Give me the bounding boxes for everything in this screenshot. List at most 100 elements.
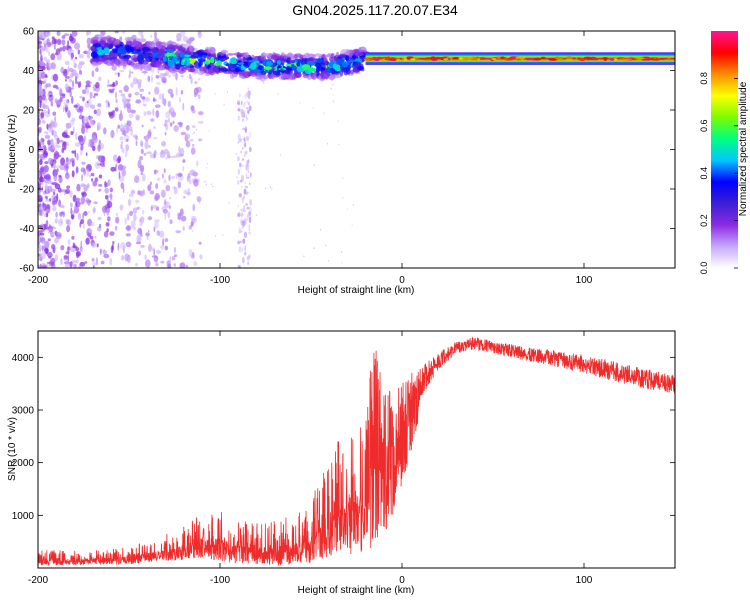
tone-speckle: [268, 70, 272, 75]
noise-speckle: [54, 43, 57, 49]
noise-speckle: [109, 187, 114, 193]
snr-x-axis-label: Height of straight line (km): [298, 585, 415, 596]
y-tick-label: 60: [23, 27, 35, 38]
tone-speckle: [198, 60, 202, 68]
noise-speckle: [169, 219, 173, 225]
colorbar-tick-label: 0.4: [699, 167, 709, 180]
noise-speckle: [69, 90, 72, 98]
noise-speckle: [162, 209, 168, 214]
noise-speckle: [56, 168, 59, 172]
noise-speckle: [102, 249, 107, 255]
tone-speckle: [305, 52, 311, 59]
noise-speckle: [140, 140, 144, 148]
noise-speckle: [120, 144, 123, 150]
noise-speckle: [240, 209, 242, 211]
noise-speckle: [155, 262, 159, 267]
noise-speckle: [164, 119, 168, 124]
noise-speckle: [182, 36, 189, 42]
noise-speckle: [208, 130, 210, 132]
noise-speckle: [61, 39, 66, 46]
tone-speckle: [473, 57, 478, 60]
noise-speckle: [82, 96, 85, 102]
noise-speckle: [160, 189, 166, 198]
noise-speckle: [169, 196, 172, 200]
tone-speckle: [237, 62, 245, 65]
noise-speckle: [137, 159, 142, 169]
noise-speckle: [39, 60, 45, 67]
noise-speckle: [64, 263, 70, 268]
tone-speckle: [525, 58, 533, 61]
noise-speckle: [93, 201, 98, 204]
noise-speckle: [151, 255, 158, 258]
noise-speckle: [115, 163, 118, 168]
tone-speckle: [132, 57, 137, 61]
noise-speckle: [85, 152, 88, 157]
tone-speckle: [378, 57, 387, 59]
noise-speckle: [154, 36, 158, 42]
noise-speckle: [141, 124, 144, 128]
tone-speckle: [114, 58, 121, 66]
noise-speckle: [237, 101, 241, 106]
tone-speckle: [127, 37, 131, 42]
noise-speckle: [88, 44, 91, 51]
noise-speckle: [247, 109, 250, 115]
noise-speckle: [271, 188, 273, 190]
noise-speckle: [54, 247, 57, 250]
noise-speckle: [94, 235, 97, 239]
noise-speckle: [148, 91, 151, 95]
tone-speckle: [631, 58, 635, 61]
tone-speckle: [263, 70, 269, 74]
noise-speckle: [125, 233, 131, 237]
noise-speckle: [182, 159, 186, 163]
noise-speckle: [182, 226, 185, 231]
noise-speckle: [147, 75, 151, 83]
noise-speckle: [65, 134, 70, 139]
noise-speckle: [134, 199, 140, 204]
tone-speckle: [667, 56, 671, 59]
tone-speckle: [374, 58, 380, 61]
noise-speckle: [138, 31, 144, 36]
tone-speckle: [246, 57, 253, 61]
noise-speckle: [107, 79, 110, 84]
noise-speckle: [119, 124, 125, 133]
noise-speckle: [76, 152, 79, 161]
noise-speckle: [120, 93, 126, 97]
tone-speckle: [184, 54, 192, 57]
noise-speckle: [190, 147, 196, 155]
noise-speckle: [95, 257, 98, 266]
noise-speckle: [80, 219, 85, 225]
y-tick-label: 2000: [12, 458, 35, 469]
tone-speckle: [102, 57, 109, 61]
noise-speckle: [85, 84, 91, 88]
noise-speckle: [175, 173, 178, 180]
noise-speckle: [44, 195, 48, 199]
noise-speckle: [39, 49, 42, 55]
noise-speckle: [167, 211, 171, 219]
noise-speckle: [159, 150, 166, 158]
noise-speckle: [210, 183, 212, 186]
noise-speckle: [85, 122, 90, 129]
noise-speckle: [167, 100, 171, 108]
noise-speckle: [103, 231, 109, 238]
noise-speckle: [165, 111, 171, 119]
noise-speckle: [40, 237, 45, 243]
noise-speckle: [190, 221, 194, 227]
x-tick-label: 100: [576, 275, 593, 286]
tone-speckle: [589, 56, 597, 59]
noise-speckle: [71, 69, 77, 76]
noise-speckle: [59, 96, 63, 103]
noise-speckle: [80, 167, 86, 173]
tone-speckle: [209, 47, 216, 55]
noise-speckle: [75, 132, 78, 141]
noise-speckle: [75, 259, 79, 264]
noise-speckle: [87, 218, 93, 227]
tone-speckle: [156, 63, 161, 68]
noise-speckle: [47, 157, 54, 165]
noise-speckle: [144, 141, 149, 150]
noise-speckle: [132, 207, 138, 214]
noise-speckle: [195, 176, 197, 179]
noise-speckle: [249, 198, 253, 206]
noise-speckle: [117, 155, 122, 163]
noise-speckle: [45, 198, 50, 202]
noise-speckle: [204, 180, 206, 183]
